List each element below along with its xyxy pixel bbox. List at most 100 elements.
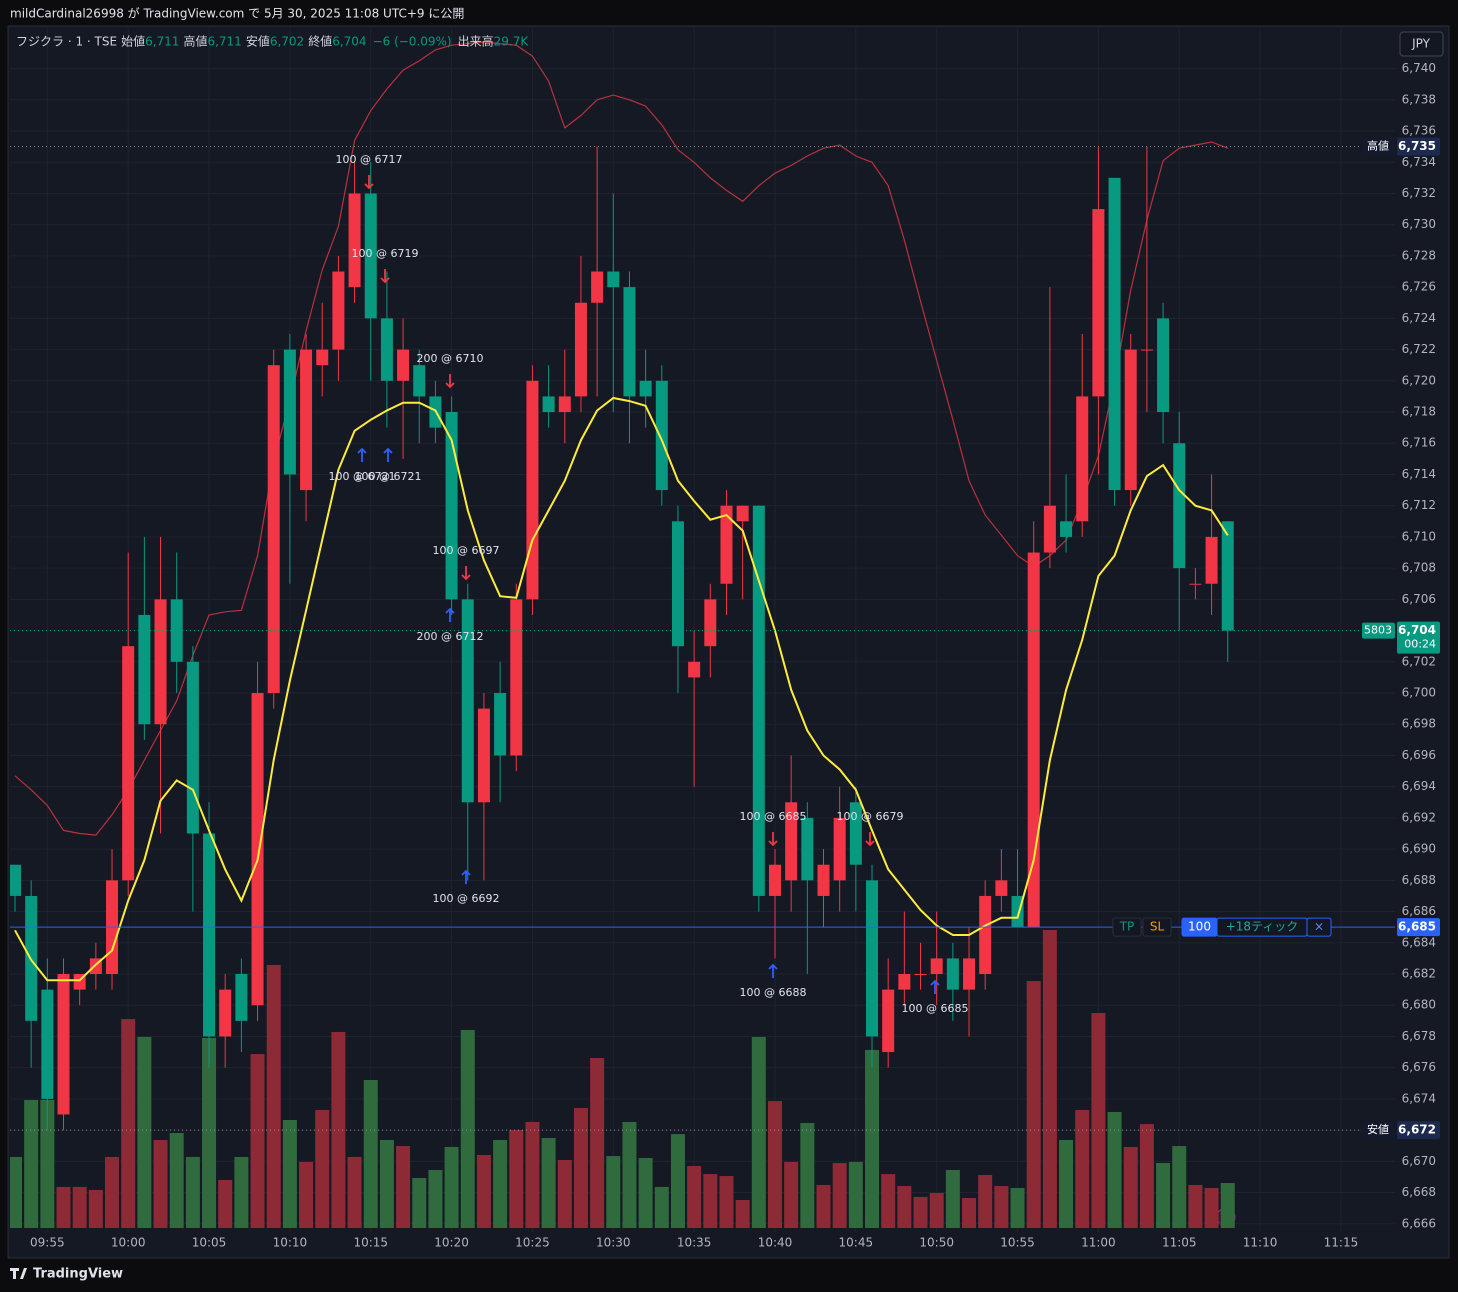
sl-button-box[interactable]	[1142, 917, 1172, 937]
y-tick-label: 6,728	[1402, 248, 1436, 262]
trade-label: 100 @ 6685	[740, 810, 807, 823]
position-tag-value: 6,685	[1398, 920, 1436, 934]
x-tick-label: 10:20	[434, 1236, 469, 1250]
price-tag-countdown: 00:24	[1404, 638, 1436, 651]
candle-body	[623, 287, 636, 397]
candle-body	[833, 817, 846, 881]
y-tick-label: 6,680	[1402, 998, 1436, 1012]
legend-label: 高値	[183, 34, 207, 49]
volume-bar	[56, 1186, 71, 1228]
volume-bar	[347, 1156, 362, 1228]
candle-body	[348, 193, 361, 288]
candle-body	[542, 396, 555, 413]
volume-bar	[525, 1121, 540, 1228]
candle-body	[364, 193, 377, 319]
x-tick-label: 10:00	[111, 1236, 146, 1250]
candle-body	[1189, 583, 1202, 585]
candle-body	[1108, 177, 1121, 491]
candle-body	[1124, 349, 1137, 491]
candle-body	[41, 989, 54, 1099]
legend-value: 6,711	[207, 35, 241, 49]
volume-bar	[315, 1109, 330, 1228]
y-tick-label: 6,734	[1402, 155, 1436, 169]
price-tag-name: 5803	[1364, 624, 1392, 637]
volume-bar	[1139, 1124, 1154, 1228]
volume-bar	[687, 1166, 702, 1228]
price-tag-box	[1397, 621, 1440, 654]
y-tick-label: 6,700	[1402, 686, 1436, 700]
x-tick-label: 10:15	[353, 1236, 388, 1250]
candle-body	[1060, 521, 1073, 537]
tp-button-box[interactable]	[1112, 917, 1142, 937]
x-tick-label: 10:40	[758, 1236, 793, 1250]
price-tag-name: 安値	[1367, 1122, 1389, 1136]
volume-bar	[1220, 1183, 1235, 1228]
y-tick-label: 6,706	[1402, 592, 1436, 606]
sl-button[interactable]: SL	[1150, 920, 1165, 934]
x-tick-label: 11:10	[1243, 1236, 1278, 1250]
candle-body	[219, 989, 232, 1037]
x-tick-label: 10:25	[515, 1236, 550, 1250]
candle-body	[170, 599, 183, 662]
y-tick-label: 6,676	[1402, 1060, 1436, 1074]
volume-bar	[929, 1193, 944, 1228]
candle-body	[526, 380, 539, 600]
x-tick-label: 10:30	[596, 1236, 631, 1250]
volume-bar	[848, 1161, 863, 1228]
volume-bar	[185, 1156, 200, 1228]
indicator-line	[14, 41, 1229, 836]
candle-body	[300, 349, 313, 491]
price-tag-name-box	[1362, 1122, 1395, 1139]
volume-bar	[962, 1198, 977, 1228]
volume-bar	[897, 1186, 912, 1228]
x-tick-label: 11:00	[1081, 1236, 1116, 1250]
price-tag-value: 6,735	[1398, 139, 1436, 153]
candle-body	[283, 349, 296, 475]
candle-body	[10, 864, 21, 896]
candle-body	[235, 974, 248, 1021]
y-tick-label: 6,720	[1402, 373, 1436, 387]
currency-button[interactable]: JPY	[1399, 31, 1444, 57]
trade-arrow	[930, 979, 940, 994]
trade-label: 100 @ 6697	[433, 544, 500, 557]
volume-bar	[1188, 1184, 1203, 1228]
plot	[10, 28, 1395, 1232]
candle-body	[316, 349, 329, 366]
volume-bar	[1042, 930, 1057, 1228]
trade-label: 100 @ 6717	[336, 153, 403, 166]
pnl-label: +18ティック	[1226, 920, 1299, 934]
logo-icon	[10, 1268, 27, 1279]
close-button[interactable]: ×	[1314, 920, 1324, 934]
candle-body	[607, 271, 620, 288]
footer-text: TradingView	[33, 1267, 123, 1282]
currency-box[interactable]	[1399, 31, 1444, 57]
trade-label: 100 @ 6719	[352, 247, 419, 260]
price-tag-value: 6,672	[1398, 1123, 1436, 1137]
x-tick-label: 10:35	[677, 1236, 712, 1250]
trade-label: 100 @ 6685	[902, 1002, 969, 1015]
volume-bar	[234, 1156, 249, 1228]
legend-symbol: フジクラ · 1 · TSE	[16, 35, 117, 49]
trade-label: 100 @ 6692	[433, 892, 500, 905]
close-button-box[interactable]	[1306, 917, 1332, 937]
candle-body	[397, 349, 410, 381]
trade-arrow	[380, 269, 390, 284]
trade-arrow	[461, 869, 471, 884]
candle-body	[849, 802, 862, 865]
volume-bar	[557, 1159, 572, 1228]
legend-change: −6 (−0.09%)	[373, 35, 452, 49]
tp-button[interactable]: TP	[1119, 920, 1135, 934]
trade-label: 100 @ 6721	[355, 470, 422, 483]
candle-body	[995, 880, 1008, 896]
volume-bar	[40, 1099, 55, 1228]
candle-body	[1140, 349, 1153, 351]
volume-bar	[72, 1186, 87, 1228]
candle-body	[380, 318, 393, 381]
currency-label[interactable]: JPY	[1411, 37, 1431, 51]
candle-body	[801, 817, 814, 881]
volume-bar	[654, 1186, 669, 1228]
candle-body	[154, 599, 167, 725]
volume-bar	[444, 1146, 459, 1228]
volume-bar	[88, 1189, 103, 1228]
